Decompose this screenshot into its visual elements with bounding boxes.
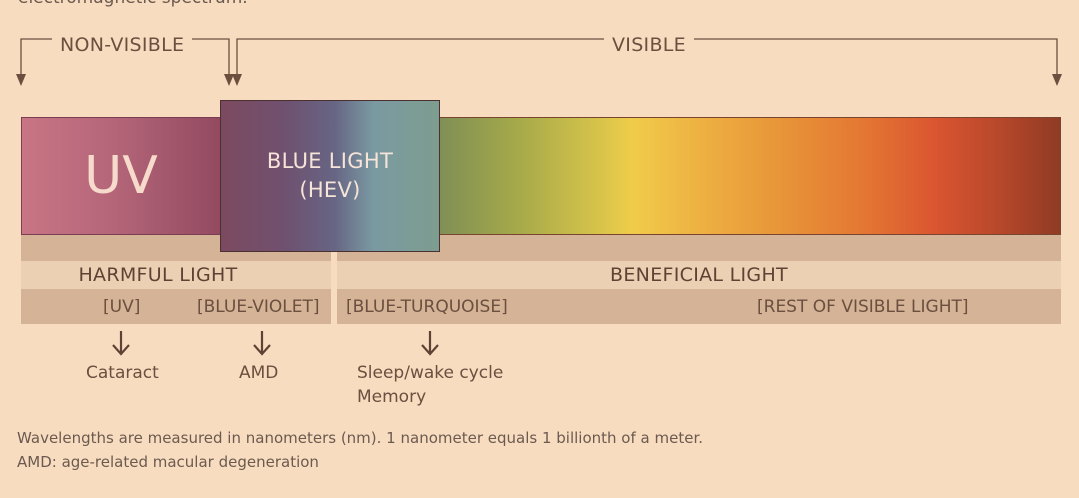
- effect-arrows: [112, 331, 439, 356]
- subcategory-blue-turquoise: [BLUE-TURQUOISE]: [346, 296, 508, 317]
- hev-label: (HEV): [299, 178, 361, 202]
- arrow-left-visible: [232, 74, 242, 86]
- arrow-right-nonvisible: [224, 74, 234, 86]
- beneficial-strip-bottom: [337, 289, 1061, 324]
- non-visible-label: NON-VISIBLE: [52, 34, 193, 56]
- visible-spectrum-band: [438, 117, 1061, 235]
- arrow-down-icon-uv: [112, 331, 130, 356]
- blue-light-band-label: BLUE LIGHT (HEV): [220, 100, 440, 252]
- beneficial-strip-top: [337, 235, 1061, 261]
- blue-light-label: BLUE LIGHT: [266, 149, 394, 173]
- beneficial-light-label: BENEFICIAL LIGHT: [610, 264, 788, 286]
- subcategory-blue-violet: [BLUE-VIOLET]: [197, 296, 320, 317]
- arrow-down-icon-blue-turquoise: [421, 331, 439, 356]
- harmful-strip-bottom: [21, 289, 331, 324]
- blue-light-band: [220, 100, 440, 252]
- effect-amd: AMD: [239, 363, 279, 383]
- arrow-right-visible: [1052, 74, 1062, 86]
- harmful-strip-middle: [21, 261, 331, 289]
- effect-cataract: Cataract: [86, 363, 159, 383]
- effect-memory: Memory: [357, 387, 427, 407]
- footnote-amd: AMD: age-related macular degeneration: [17, 453, 319, 471]
- harmful-light-label: HARMFUL LIGHT: [78, 264, 238, 286]
- arrow-down-icon-blue-violet: [253, 331, 271, 356]
- effect-sleep-wake: Sleep/wake cycle: [357, 363, 504, 383]
- footnote-wavelength: Wavelengths are measured in nanometers (…: [17, 429, 704, 447]
- intro-text-fragment: electromagnetic spectrum.: [18, 0, 248, 8]
- uv-band-label: UV: [84, 146, 158, 206]
- subcategory-rest-visible: [REST OF VISIBLE LIGHT]: [757, 296, 969, 317]
- subcategory-uv: [UV]: [103, 296, 141, 317]
- beneficial-strip-middle: [337, 261, 1061, 289]
- arrow-left-nonvisible: [16, 74, 26, 86]
- bracket-arrowheads: [16, 74, 1062, 86]
- uv-band: [21, 117, 221, 235]
- visible-label: VISIBLE: [604, 34, 694, 56]
